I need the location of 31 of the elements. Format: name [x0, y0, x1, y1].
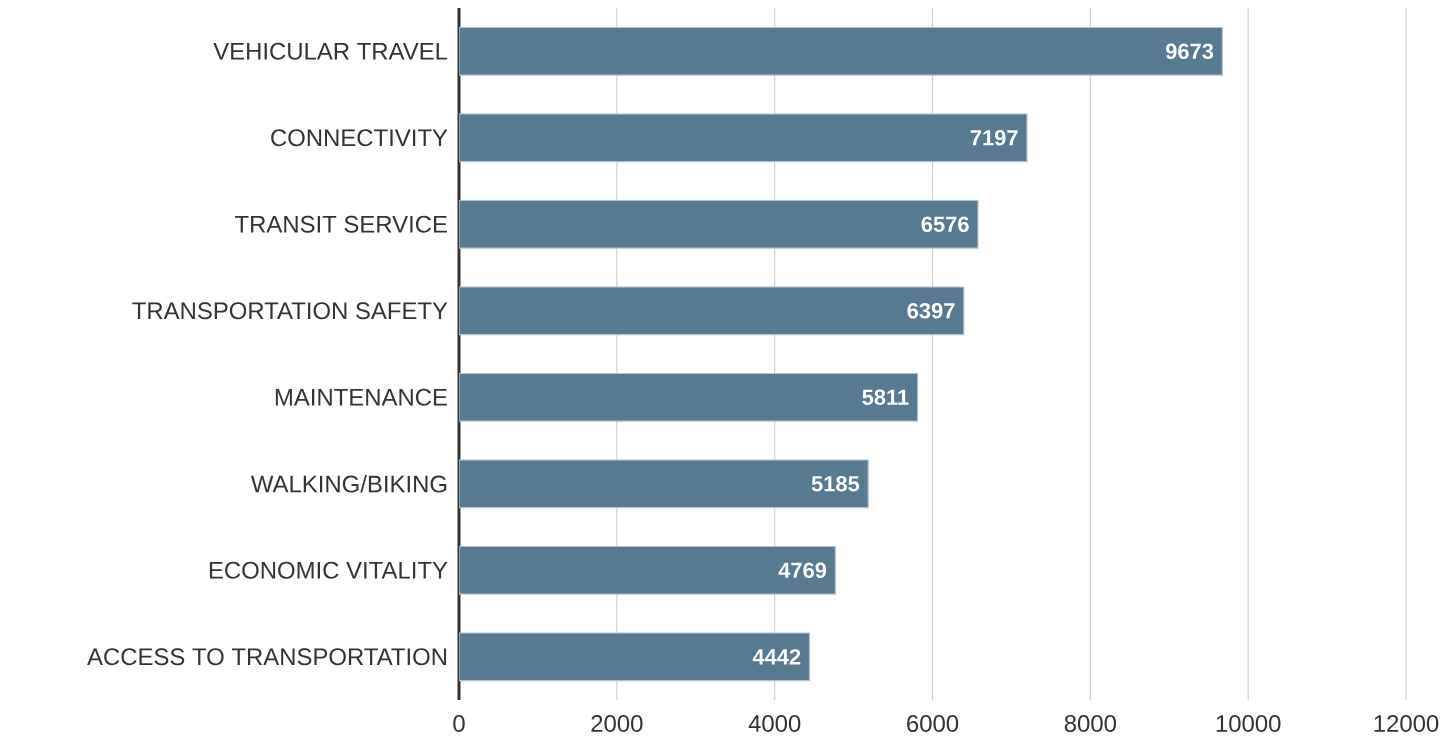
data-label: 6576 — [921, 216, 969, 233]
y-tick-label: ECONOMIC VITALITY — [209, 561, 448, 579]
bar — [459, 113, 1028, 163]
data-label: 5811 — [862, 389, 909, 406]
bar — [459, 632, 811, 682]
data-label: 4769 — [778, 562, 827, 579]
x-tick-label: 10000 — [1216, 715, 1281, 732]
y-tick-label: VEHICULAR TRAVEL — [213, 42, 448, 60]
x-tick-label: 4000 — [748, 715, 801, 732]
bar — [459, 199, 979, 249]
bar — [459, 459, 869, 509]
bar — [459, 26, 1223, 76]
y-tick-label: MAINTENANCE — [275, 388, 447, 406]
y-tick-label: ACCESS TO TRANSPORTATION — [87, 648, 447, 666]
data-label: 6397 — [907, 303, 955, 319]
y-tick-label: WALKING/BIKING — [250, 475, 447, 493]
x-tick-label: 8000 — [1064, 715, 1116, 732]
bar — [459, 545, 836, 595]
y-tick-label: CONNECTIVITY — [271, 129, 448, 147]
data-label: 5185 — [811, 476, 860, 492]
data-label: 7197 — [970, 130, 1018, 146]
x-tick-label: 0 — [453, 715, 465, 732]
data-label: 4442 — [752, 649, 801, 665]
bar — [459, 286, 965, 336]
data-label: 9673 — [1165, 43, 1214, 60]
y-tick-label: TRANSPORTATION SAFETY — [132, 302, 448, 320]
x-tick-label: 2000 — [591, 715, 643, 732]
x-tick-label: 12000 — [1374, 715, 1439, 732]
bar — [459, 372, 919, 422]
y-tick-label: TRANSIT SERVICE — [235, 215, 447, 233]
x-tick-label: 6000 — [907, 715, 959, 732]
